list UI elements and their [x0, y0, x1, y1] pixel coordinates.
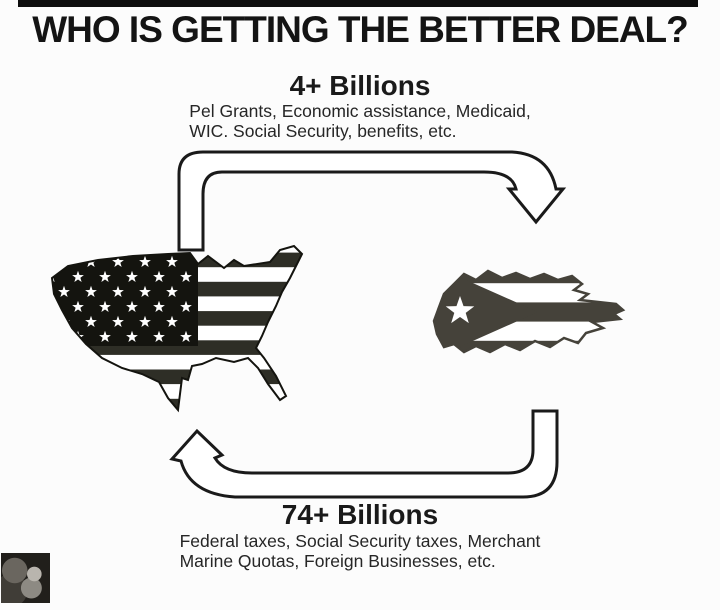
- puerto-rico-map-flag-icon: [432, 269, 626, 354]
- us-to-pr-detail-line1: Pel Grants, Economic assistance, Medicai…: [189, 101, 531, 121]
- page-title: WHO IS GETTING THE BETTER DEAL?: [32, 9, 689, 50]
- pr-to-us-details: Federal taxes, Social Security taxes, Me…: [0, 531, 720, 571]
- usa-map-american-flag-icon: [50, 244, 304, 413]
- arrow-pr-to-us: [169, 409, 559, 499]
- top-border-bar: [18, 0, 698, 7]
- pr-flag-triangle: [434, 271, 538, 352]
- pr-to-us-detail-line1: Federal taxes, Social Security taxes, Me…: [179, 531, 541, 551]
- arrow-us-to-pr: [177, 150, 567, 252]
- usa-outline: [50, 244, 304, 413]
- us-to-pr-details: Pel Grants, Economic assistance, Medicai…: [0, 101, 720, 141]
- us-to-pr-detail-line2: WIC. Social Security, benefits, etc.: [189, 121, 457, 141]
- us-to-pr-amount: 4+ Billions: [289, 70, 431, 101]
- puerto-rico-outline: [432, 269, 626, 354]
- pr-to-us-amount: 74+ Billions: [281, 499, 439, 530]
- face-photo-watermark: [1, 553, 50, 603]
- pr-to-us-detail-line2: Marine Quotas, Foreign Businesses, etc.: [179, 551, 496, 571]
